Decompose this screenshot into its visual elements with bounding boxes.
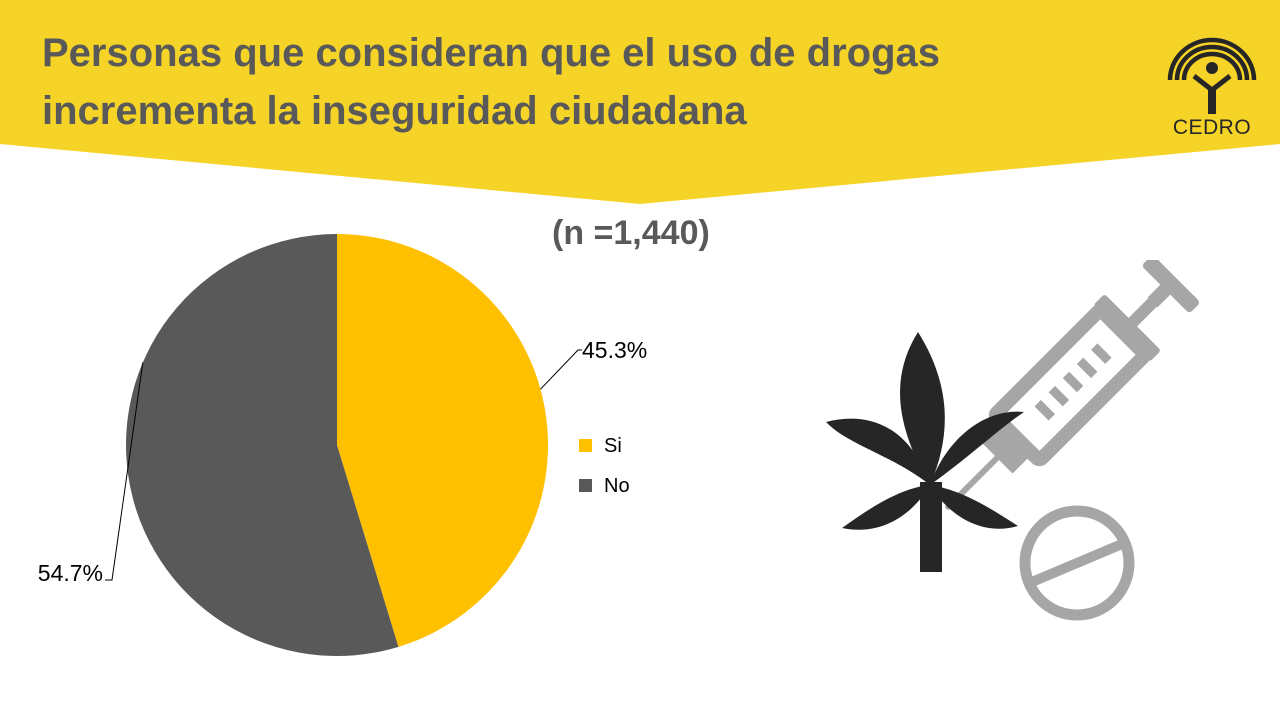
sample-size: (n =1,440) <box>552 214 710 252</box>
leader-line-si <box>540 349 582 390</box>
legend-label-no: No <box>604 475 630 497</box>
data-label-si: 45.3% <box>582 337 647 363</box>
pie-slice-no <box>126 234 399 656</box>
syringe-icon <box>945 260 1200 510</box>
cedro-logo-text: CEDRO <box>1172 116 1252 139</box>
leader-line-no <box>105 362 144 581</box>
pie-slice-si <box>337 234 549 647</box>
page-title-line-1: Personas que consideran que el uso de dr… <box>42 31 941 75</box>
drug-illustration <box>826 260 1200 621</box>
page-title-line-2: incrementa la inseguridad ciudadana <box>42 89 747 133</box>
title-banner <box>0 0 1280 204</box>
pill-icon <box>1019 505 1135 621</box>
cedro-logo-emblem <box>1167 37 1257 114</box>
legend-swatch-si <box>579 439 592 452</box>
cannabis-leaf-icon <box>826 332 1024 572</box>
data-label-no: 54.7% <box>38 560 103 586</box>
page-title: Personas que consideran que el uso de dr… <box>42 24 1122 140</box>
cedro-logo: CEDRO <box>1162 36 1262 144</box>
legend-swatch-no <box>579 479 592 492</box>
pie-chart: 45.3% 54.7% Si No <box>38 234 647 656</box>
legend-label-si: Si <box>604 435 622 457</box>
